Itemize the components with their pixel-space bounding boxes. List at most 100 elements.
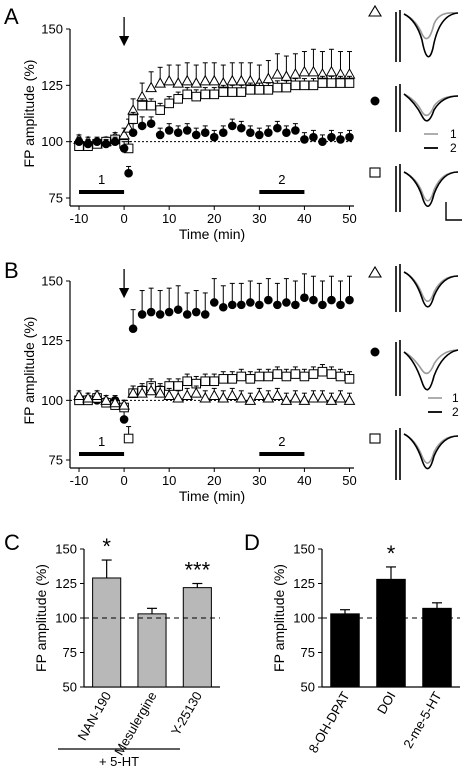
data-point xyxy=(200,128,210,137)
panel-label-d: D xyxy=(244,530,260,555)
data-point xyxy=(218,128,228,137)
y-tick-label: 150 xyxy=(293,542,315,557)
data-point xyxy=(137,121,147,131)
data-point xyxy=(154,77,167,88)
data-point xyxy=(146,119,156,128)
data-point xyxy=(308,369,319,379)
data-point xyxy=(227,300,237,310)
data-point xyxy=(73,389,85,401)
data-point xyxy=(172,391,185,403)
data-point xyxy=(246,298,255,307)
y-axis-label: FP amplitude (%) xyxy=(21,317,37,425)
data-point xyxy=(128,324,138,334)
data-point xyxy=(155,310,165,319)
data-point xyxy=(172,77,185,88)
y-tick-label: 75 xyxy=(49,191,63,206)
data-point xyxy=(335,371,346,382)
panel-d-bar-chart: 50 75 100 125 150 FP amplitude (%) 8-OH-DPAT * D… xyxy=(271,541,460,756)
data-point xyxy=(317,366,328,377)
data-point xyxy=(173,128,183,137)
data-point xyxy=(237,123,246,133)
data-point xyxy=(236,87,247,97)
data-point xyxy=(281,371,292,382)
y-axis-label: FP amplitude (%) xyxy=(271,564,287,672)
data-point xyxy=(291,126,300,135)
data-point xyxy=(327,295,336,305)
data-point xyxy=(262,72,275,84)
y-tick-label: 100 xyxy=(293,611,315,626)
group-label: + 5-HT xyxy=(99,754,139,769)
y-axis-label: FP amplitude (%) xyxy=(33,564,49,672)
scale-bar-a xyxy=(445,202,462,221)
data-point xyxy=(298,65,311,77)
data-point xyxy=(227,121,237,131)
x-axis-label: Time (min) xyxy=(179,488,245,504)
data-point xyxy=(325,394,338,405)
data-point xyxy=(164,98,174,109)
data-point xyxy=(227,87,238,97)
data-point xyxy=(271,389,284,401)
data-point xyxy=(226,389,239,401)
data-point xyxy=(273,300,282,310)
panel-label-b: B xyxy=(4,258,19,283)
panel-a-traces: 1 2 xyxy=(368,4,462,221)
data-point xyxy=(307,65,320,77)
data-point xyxy=(136,387,148,398)
data-point xyxy=(163,74,176,86)
category-label: Mesulergine xyxy=(111,689,159,758)
data-point xyxy=(209,298,219,307)
x-tick-label: 30 xyxy=(252,211,266,226)
bar-8-OH-DPAT xyxy=(330,613,360,688)
data-point xyxy=(255,300,264,310)
series-open-triangle xyxy=(73,383,356,410)
data-point xyxy=(343,394,356,405)
data-point xyxy=(345,295,354,305)
data-point xyxy=(209,89,220,100)
data-point xyxy=(299,371,310,382)
data-point xyxy=(209,376,220,387)
data-point xyxy=(181,74,194,86)
x-tick-label: 40 xyxy=(297,473,311,488)
data-point xyxy=(128,128,138,137)
data-point xyxy=(262,391,275,403)
data-point xyxy=(182,310,192,319)
data-point xyxy=(200,376,211,387)
data-point xyxy=(227,374,238,384)
trace-filled-b xyxy=(395,340,459,396)
trace-legend-a: 1 2 xyxy=(424,127,457,155)
y-tick-label: 75 xyxy=(63,645,77,660)
data-point xyxy=(336,300,345,310)
category-label: 8-OH-DPAT xyxy=(306,689,353,756)
bar-2-me-5-HT xyxy=(422,607,452,688)
data-point xyxy=(181,389,194,401)
data-point xyxy=(173,94,183,104)
bar-Mesulergine xyxy=(137,613,167,688)
data-point xyxy=(263,85,274,95)
y-tick-label: 150 xyxy=(41,274,63,289)
data-point xyxy=(290,80,301,91)
y-tick-label: 100 xyxy=(41,134,63,149)
data-point xyxy=(109,396,121,408)
trace-legend-a-1: 1 xyxy=(450,127,457,141)
category-label: 2-me-5-HT xyxy=(400,689,444,751)
data-point xyxy=(190,77,203,88)
data-point xyxy=(155,105,165,115)
bar-DOI xyxy=(376,578,406,688)
panel-label-a: A xyxy=(4,4,19,29)
data-point xyxy=(173,381,183,391)
x-tick-label: 0 xyxy=(120,473,127,488)
data-point xyxy=(83,139,93,149)
y-tick-label: 150 xyxy=(55,542,77,557)
data-point xyxy=(235,74,248,86)
x-tick-label: 20 xyxy=(207,473,221,488)
data-point xyxy=(218,87,229,97)
marker-key-square-a xyxy=(369,167,381,178)
y-tick-label: 125 xyxy=(41,78,63,93)
data-point xyxy=(124,168,133,178)
data-point xyxy=(298,394,311,405)
data-point xyxy=(118,399,130,410)
data-point xyxy=(91,389,103,401)
data-point xyxy=(226,74,239,86)
data-point xyxy=(110,137,120,146)
data-point xyxy=(264,128,273,137)
